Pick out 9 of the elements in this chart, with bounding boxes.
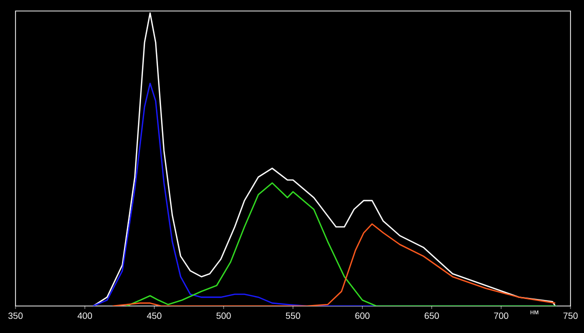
x-tick-label: 700 <box>494 312 508 319</box>
x-tick-label: 600 <box>355 312 370 319</box>
x-tick-label: 450 <box>146 312 162 319</box>
x-tick-label: 550 <box>286 312 300 319</box>
x-tick-label: 650 <box>424 312 439 319</box>
x-tick-label: 500 <box>216 312 231 319</box>
x-tick-label: 400 <box>78 312 92 319</box>
x-tick-label: 350 <box>8 312 23 319</box>
x-tick-label: 750 <box>563 312 578 319</box>
